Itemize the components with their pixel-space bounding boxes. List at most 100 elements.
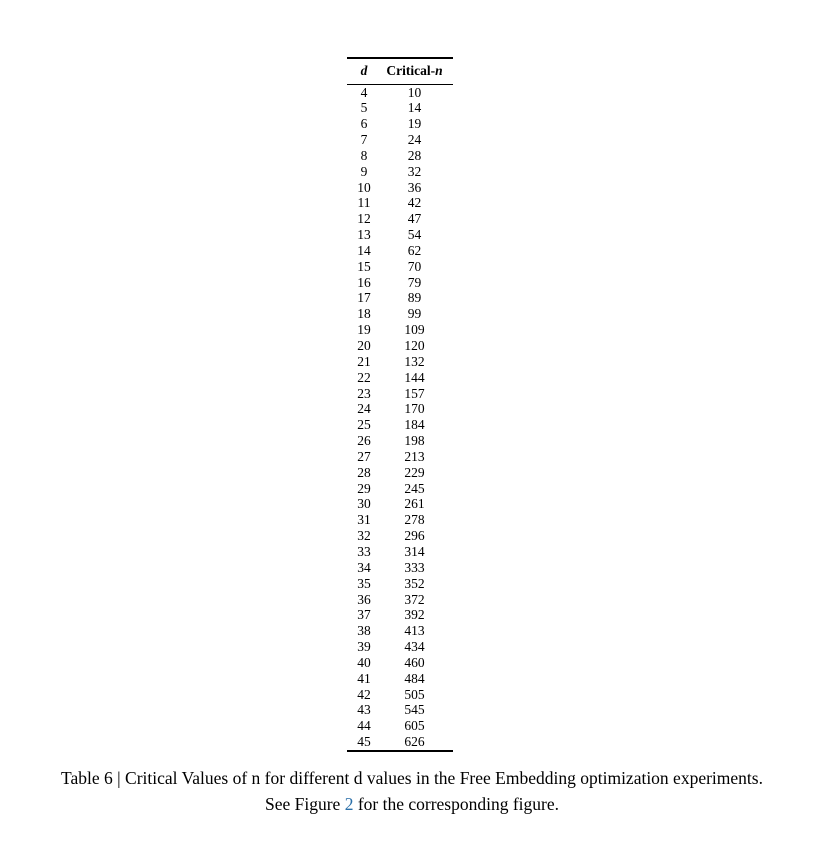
header-col-critical-n: Critical-n [381, 63, 448, 79]
cell-critical-n-value: 99 [407, 306, 422, 322]
table-bottom-rule [347, 750, 453, 752]
table-row: 4 10 [347, 85, 453, 101]
table-row: 17 89 [347, 290, 453, 307]
cell-d-value: 25 [357, 417, 371, 433]
table-row: 36 372 [347, 592, 453, 608]
cell-d-value: 33 [357, 543, 371, 559]
cell-d-value: 39 [357, 639, 371, 655]
cell-d-value: 35 [357, 575, 371, 591]
cell-critical-n-value: 314 [404, 543, 425, 559]
table-row: 27 213 [347, 449, 453, 465]
cell-critical-n-value: 120 [404, 338, 425, 354]
caption-line1: Table 6 | Critical Values of n for diffe… [61, 768, 763, 788]
table-row: 22 144 [347, 370, 453, 386]
cell-d-value: 31 [357, 512, 371, 528]
cell-critical-n-value: 333 [404, 559, 425, 575]
cell-critical-n-value: 89 [407, 290, 422, 306]
header-col-d: d [360, 63, 368, 79]
cell-d-value: 6 [360, 116, 368, 132]
table-row: 9 32 [347, 164, 453, 180]
cell-critical-n-value: 484 [404, 670, 425, 686]
cell-d-value: 23 [357, 385, 371, 401]
table-header-row: d Critical-n [347, 59, 453, 84]
cell-d-value: 29 [357, 480, 371, 496]
cell-d-value: 17 [357, 290, 371, 306]
cell-d-value: 12 [357, 211, 371, 227]
cell-critical-n-value: 413 [404, 623, 425, 639]
cell-d-value: 10 [357, 179, 371, 195]
cell-critical-n-value: 505 [404, 686, 425, 702]
cell-critical-n-value: 626 [404, 734, 425, 750]
table-row: 44 605 [347, 718, 453, 734]
cell-critical-n-value: 605 [404, 718, 425, 734]
cell-critical-n-value: 157 [404, 385, 425, 401]
table-row: 43 545 [347, 702, 453, 719]
table-row: 34 333 [347, 560, 453, 576]
table-row: 38 413 [347, 623, 453, 639]
table-row: 37 392 [347, 607, 453, 623]
table-row: 31 278 [347, 512, 453, 528]
cell-d-value: 20 [357, 338, 371, 354]
header-critical-n-italic: n [435, 63, 443, 79]
cell-critical-n-value: 24 [407, 132, 422, 148]
table-row: 11 42 [347, 195, 453, 212]
cell-d-value: 30 [357, 496, 371, 512]
cell-d-value: 37 [357, 607, 371, 623]
table-mid-rule [347, 83, 453, 85]
cell-critical-n-value: 32 [407, 163, 422, 179]
table-row: 18 99 [347, 306, 453, 322]
cell-d-value: 36 [357, 591, 371, 607]
cell-critical-n-value: 144 [404, 369, 425, 385]
cell-d-value: 45 [357, 734, 371, 750]
cell-d-value: 13 [357, 227, 371, 243]
cell-d-value: 34 [357, 559, 371, 575]
cell-d-value: 7 [360, 132, 368, 148]
cell-d-value: 28 [357, 464, 371, 480]
cell-critical-n-value: 132 [404, 353, 425, 369]
table-row: 25 184 [347, 417, 453, 433]
cell-critical-n-value: 352 [404, 575, 425, 591]
cell-d-value: 27 [357, 448, 371, 464]
cell-critical-n-value: 296 [404, 528, 425, 544]
table-top-rule [347, 57, 453, 59]
cell-critical-n-value: 372 [404, 591, 425, 607]
table-row: 39 434 [347, 639, 453, 655]
cell-critical-n-value: 460 [404, 654, 425, 670]
table-row: 28 229 [347, 465, 453, 481]
cell-d-value: 22 [357, 369, 371, 385]
table-row: 20 120 [347, 338, 453, 354]
table-row: 32 296 [347, 528, 453, 544]
cell-critical-n-value: 54 [407, 227, 422, 243]
cell-d-value: 26 [357, 433, 371, 449]
cell-d-value: 19 [357, 322, 371, 338]
cell-critical-n-value: 198 [404, 433, 425, 449]
table-row: 41 484 [347, 671, 453, 687]
cell-critical-n-value: 278 [404, 512, 425, 528]
table-row: 6 19 [347, 116, 453, 132]
cell-critical-n-value: 14 [407, 100, 422, 116]
cell-d-value: 16 [357, 274, 371, 290]
cell-critical-n-value: 170 [404, 401, 425, 417]
table-row: 16 79 [347, 275, 453, 291]
table-row: 33 314 [347, 544, 453, 560]
table-row: 5 14 [347, 100, 453, 116]
cell-d-value: 43 [357, 702, 371, 718]
table-row: 42 505 [347, 687, 453, 703]
cell-d-value: 18 [357, 306, 371, 322]
cell-critical-n-value: 62 [407, 242, 422, 258]
critical-values-table: d Critical-n 4 10 5 14 6 19 7 24 8 28 9 32 10 36 11 42 1… [347, 57, 453, 752]
figure-2-link[interactable]: 2 [344, 793, 354, 814]
cell-critical-n-value: 10 [407, 84, 422, 100]
cell-d-value: 44 [357, 718, 371, 734]
cell-critical-n-value: 42 [407, 195, 422, 211]
table-row: 10 36 [347, 180, 453, 196]
table-row: 8 28 [347, 148, 453, 164]
table-rows: 4 10 5 14 6 19 7 24 8 28 9 32 10 36 11 42 12 47 13 54 14 62 15… [347, 85, 453, 750]
table-row: 21 132 [347, 354, 453, 370]
cell-critical-n-value: 109 [404, 322, 425, 338]
cell-critical-n-value: 213 [404, 448, 425, 464]
cell-critical-n-value: 245 [404, 480, 425, 496]
table-row: 29 245 [347, 481, 453, 497]
cell-critical-n-value: 28 [407, 147, 422, 163]
table-caption: Table 6 | Critical Values of n for diffe… [0, 766, 824, 817]
